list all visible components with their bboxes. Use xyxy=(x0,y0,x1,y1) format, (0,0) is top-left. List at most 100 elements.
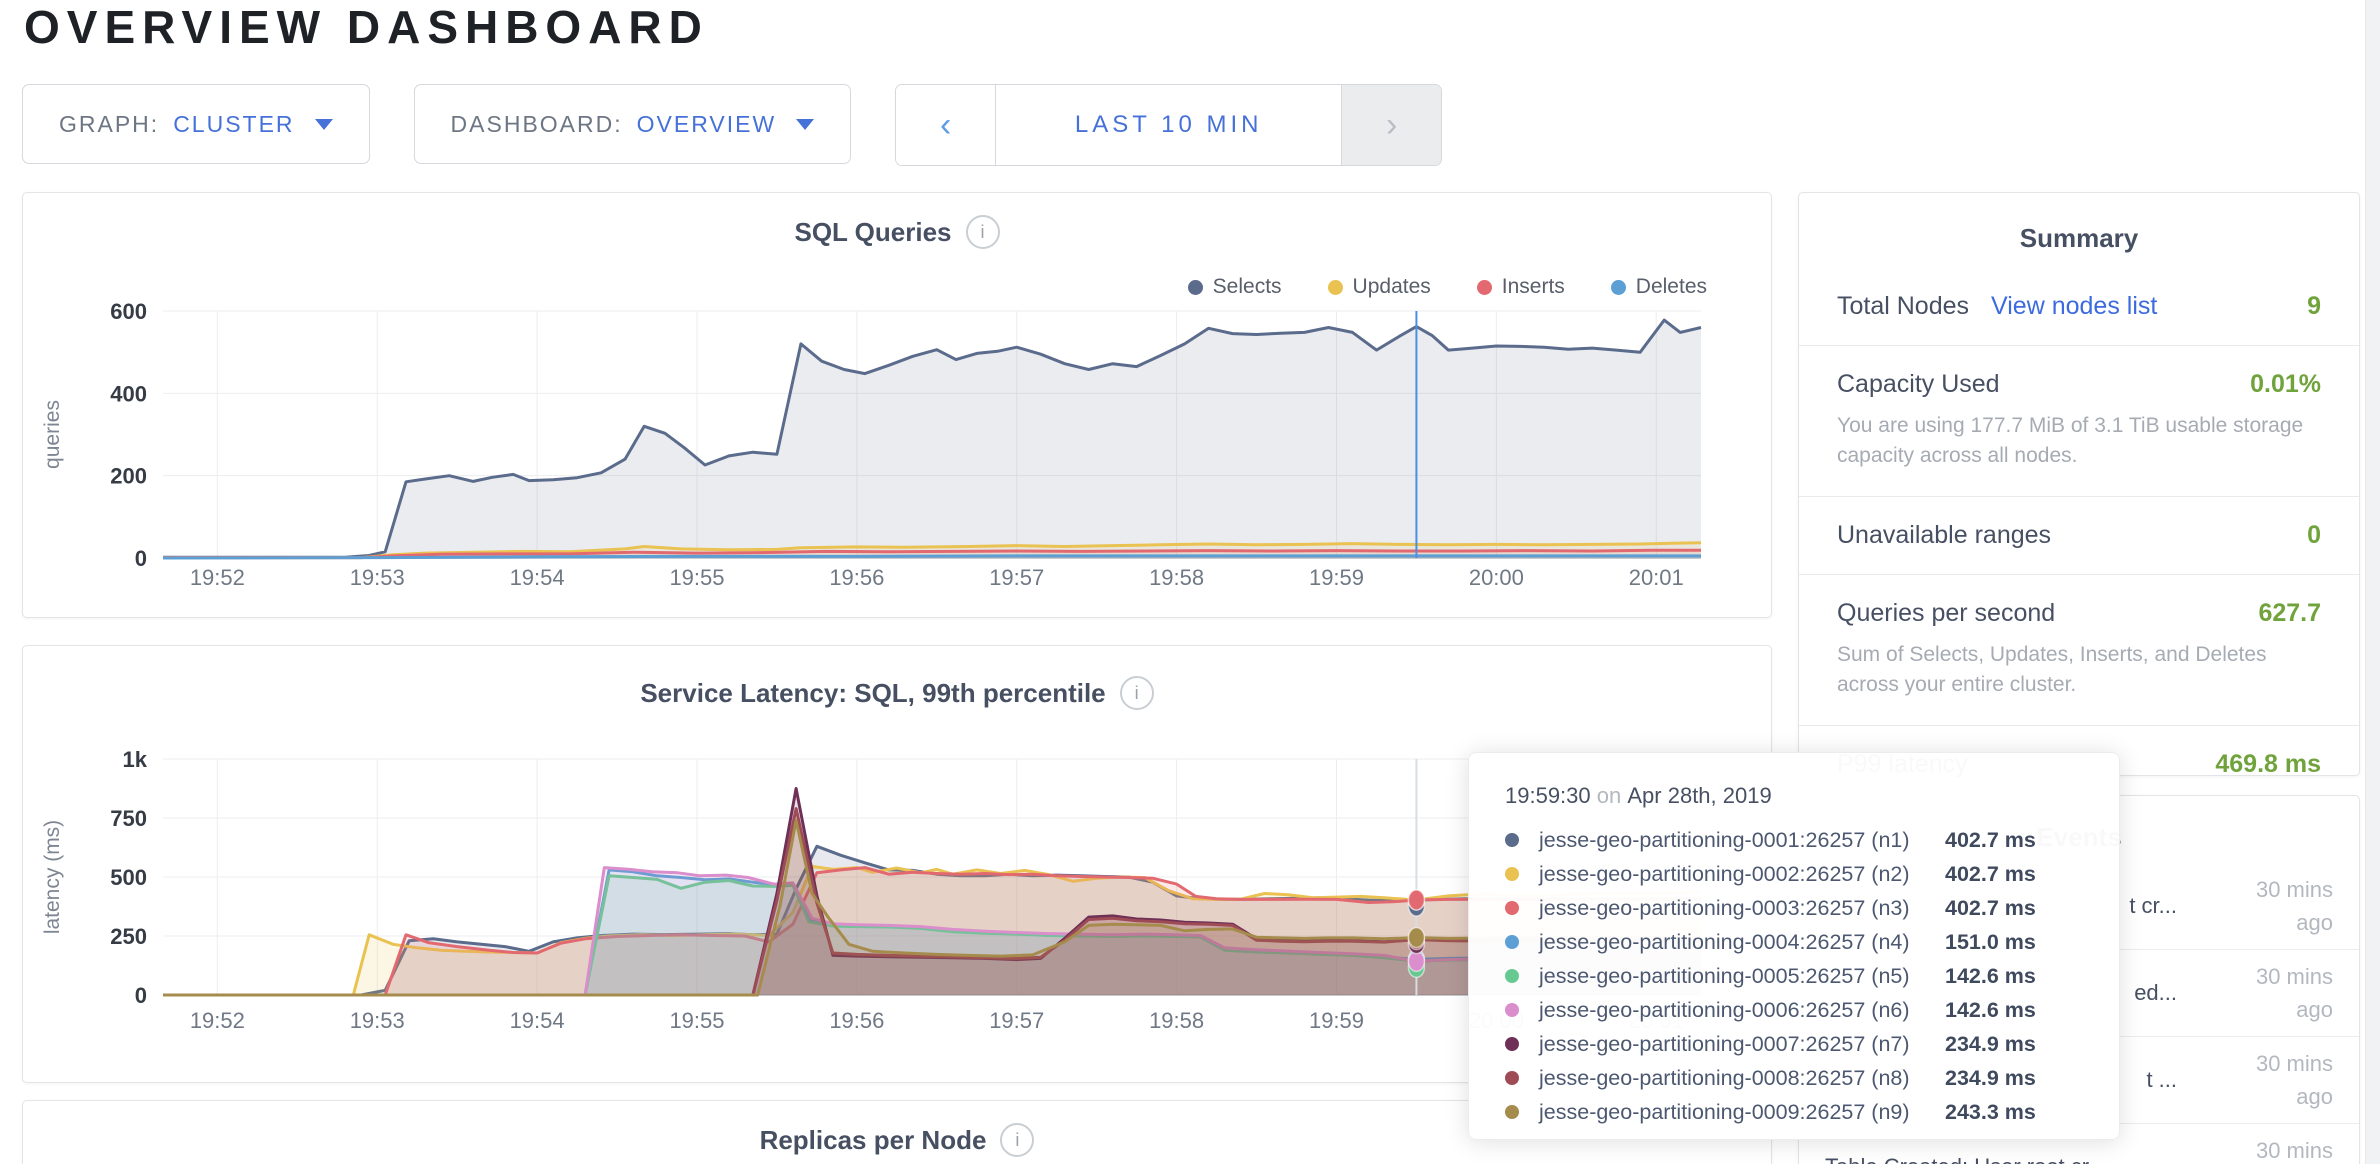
x-tick-label: 19:53 xyxy=(350,565,405,590)
view-nodes-list-link[interactable]: View nodes list xyxy=(1991,292,2158,320)
x-tick-label: 19:55 xyxy=(669,565,724,590)
legend-item-updates[interactable]: Updates xyxy=(1327,275,1431,299)
x-tick-label: 19:52 xyxy=(190,1008,245,1033)
summary-row-queries-per-second: Queries per second 627.7 Sum of Selects,… xyxy=(1799,575,2359,726)
legend-item-deletes[interactable]: Deletes xyxy=(1610,275,1707,299)
node-name: jesse-geo-partitioning-0006:26257 (n6) xyxy=(1539,997,1910,1022)
legend-label: Selects xyxy=(1212,275,1282,298)
unavailable-ranges-value: 0 xyxy=(2307,520,2321,549)
node-color-dot xyxy=(1505,969,1519,983)
event-row[interactable]: Table Created: User root cr... 30 mins ag… xyxy=(1799,1124,2359,1164)
x-tick-label: 19:59 xyxy=(1309,1008,1364,1033)
series-area xyxy=(163,869,1701,995)
node-color-dot xyxy=(1505,1071,1519,1085)
node-name: jesse-geo-partitioning-0002:26257 (n2) xyxy=(1539,861,1910,886)
chevron-right-icon: › xyxy=(1386,105,1398,144)
info-icon[interactable]: i xyxy=(1000,1123,1035,1157)
event-timestamp: 30 mins ago xyxy=(2255,1138,2333,1163)
node-name: jesse-geo-partitioning-0008:26257 (n8) xyxy=(1539,1065,1910,1090)
node-name: jesse-geo-partitioning-0007:26257 (n7) xyxy=(1539,1031,1910,1056)
series-area xyxy=(163,808,1701,995)
y-tick-label: 750 xyxy=(110,806,147,831)
event-text: t cr... xyxy=(2129,893,2177,918)
series-line xyxy=(163,541,1702,560)
info-icon[interactable]: i xyxy=(1119,676,1154,710)
x-tick-label: 19:56 xyxy=(829,1008,884,1033)
page-title: OVERVIEW DASHBOARD xyxy=(24,1,709,53)
replicas-chart-title-row: Replicas per Node i xyxy=(23,1123,1771,1157)
tooltip-row: jesse-geo-partitioning-0005:26257 (n5) 14… xyxy=(1505,959,2083,993)
legend-dot xyxy=(1187,279,1203,295)
service-latency-chart[interactable]: 19:52 19:53 19:54 19:55 19:56 19:57 19:58 19:59… xyxy=(23,646,1771,1082)
series-line xyxy=(163,866,1701,997)
y-axis-label: latency (ms) xyxy=(41,820,64,934)
sql-chart-title-row: SQL Queries i xyxy=(23,215,1771,249)
chevron-down-icon xyxy=(796,118,815,130)
y-tick-label: 0 xyxy=(135,983,147,1008)
total-nodes-value: 9 xyxy=(2307,292,2321,320)
queries-per-second-label: Queries per second xyxy=(1837,598,2056,627)
y-tick-label: 600 xyxy=(110,299,147,324)
x-tick-label: 19:54 xyxy=(510,565,565,590)
chart-hover-tooltip: 19:59:30 on Apr 28th, 2019 jesse-geo-par… xyxy=(1468,752,2120,1140)
legend-label: Deletes xyxy=(1635,275,1707,298)
series-line xyxy=(163,807,1702,997)
x-tick-label: 19:58 xyxy=(1149,565,1204,590)
graph-dropdown[interactable]: GRAPH: CLUSTER xyxy=(22,84,370,164)
event-timestamp: 30 mins ago xyxy=(2255,964,2333,1022)
y-tick-label: 250 xyxy=(110,924,147,949)
series-area xyxy=(163,788,1701,995)
summary-row-unavailable-ranges: Unavailable ranges 0 xyxy=(1799,497,2359,575)
event-text: Table Created: User root cr... xyxy=(1825,1154,2217,1164)
legend-dot xyxy=(1327,279,1343,295)
node-latency-value: 243.3 ms xyxy=(1945,1099,2036,1124)
tooltip-rows: jesse-geo-partitioning-0001:26257 (n1) 40… xyxy=(1505,823,2083,1129)
series-line xyxy=(163,548,1701,560)
dashboard-dropdown[interactable]: DASHBOARD: OVERVIEW xyxy=(413,84,852,164)
graph-dropdown-value: CLUSTER xyxy=(173,110,295,137)
x-tick-label: 19:57 xyxy=(989,565,1044,590)
x-tick-label: 19:59 xyxy=(1309,565,1364,590)
node-latency-value: 234.9 ms xyxy=(1945,1031,2036,1056)
x-tick-label: 19:55 xyxy=(669,1008,724,1033)
hover-point xyxy=(1407,926,1426,949)
event-row[interactable]: t cr... 30 mins ago xyxy=(1799,863,2359,950)
x-tick-label: 20:01 xyxy=(1629,565,1684,590)
time-range-next-button[interactable]: › xyxy=(1341,85,1442,165)
controls-bar: GRAPH: CLUSTER DASHBOARD: OVERVIEW ‹ LAS… xyxy=(22,84,1443,166)
x-tick-label: 19:54 xyxy=(510,1008,565,1033)
total-nodes-label: Total Nodes xyxy=(1837,292,1970,320)
legend-label: Updates xyxy=(1352,275,1431,298)
page-scrollbar[interactable] xyxy=(2365,0,2380,1164)
series-area xyxy=(163,320,1701,558)
hover-point xyxy=(1407,950,1426,973)
series-area xyxy=(163,867,1701,995)
series-line xyxy=(163,874,1702,997)
legend-item-selects[interactable]: Selects xyxy=(1187,275,1282,299)
event-timestamp: 30 mins ago xyxy=(2255,877,2333,935)
sql-chart-title: SQL Queries xyxy=(794,216,952,247)
node-latency-value: 142.6 ms xyxy=(1945,963,2036,988)
x-tick-label: 19:53 xyxy=(350,1008,405,1033)
y-axis-label: queries xyxy=(41,400,64,469)
x-tick-label: 20:00 xyxy=(1469,565,1524,590)
summary-title: Summary xyxy=(2019,223,2139,253)
node-name: jesse-geo-partitioning-0005:26257 (n5) xyxy=(1539,963,1910,988)
chevron-left-icon: ‹ xyxy=(940,105,952,144)
time-range-prev-button[interactable]: ‹ xyxy=(896,85,997,165)
node-name: jesse-geo-partitioning-0009:26257 (n9) xyxy=(1539,1099,1910,1124)
queries-per-second-description: Sum of Selects, Updates, Inserts, and De… xyxy=(1837,642,2267,697)
node-latency-value: 402.7 ms xyxy=(1945,827,2036,852)
sql-chart-legend: Selects Updates Inserts Deletes xyxy=(1142,275,1707,299)
dashboard-dropdown-label: DASHBOARD: xyxy=(450,110,623,137)
time-range-value[interactable]: LAST 10 MIN xyxy=(996,85,1342,165)
y-tick-label: 500 xyxy=(110,865,147,890)
legend-item-inserts[interactable]: Inserts xyxy=(1476,275,1565,299)
replicas-chart-title: Replicas per Node xyxy=(759,1124,987,1155)
info-icon[interactable]: i xyxy=(965,215,1000,249)
latency-chart-title: Service Latency: SQL, 99th percentile xyxy=(640,677,1106,708)
chevron-down-icon xyxy=(314,118,333,130)
unavailable-ranges-label: Unavailable ranges xyxy=(1837,520,2052,549)
sql-queries-chart[interactable]: 19:52 19:53 19:54 19:55 19:56 19:57 19:58 19:59… xyxy=(23,193,1771,617)
event-text: t ... xyxy=(2146,1067,2177,1092)
